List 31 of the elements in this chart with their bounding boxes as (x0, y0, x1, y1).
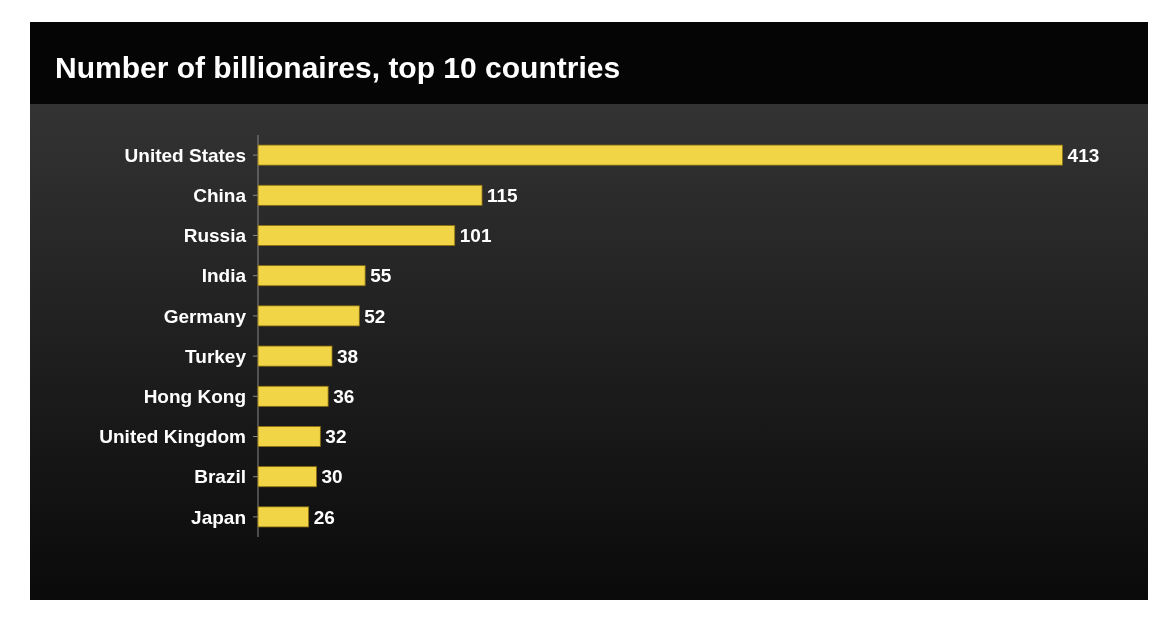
bar (257, 265, 366, 287)
data-label: 115 (487, 184, 519, 206)
bar (257, 144, 1063, 166)
y-tick-label: Germany (163, 305, 247, 327)
data-label: 52 (364, 305, 386, 327)
y-tick-label: India (201, 265, 247, 287)
data-label: 38 (337, 345, 359, 367)
data-label: 32 (325, 426, 347, 448)
data-label: 36 (333, 385, 355, 407)
y-tick-label: Turkey (185, 345, 247, 367)
bar (257, 305, 360, 327)
data-label: 413 (1067, 144, 1100, 166)
y-tick-label: Russia (183, 225, 247, 247)
y-tick-label: Japan (191, 506, 246, 528)
bar (257, 345, 333, 367)
y-tick-label: Hong Kong (143, 385, 246, 407)
bar (257, 184, 483, 206)
y-tick-label: United Kingdom (99, 426, 246, 448)
bar (257, 225, 456, 246)
y-tick-label: United States (124, 144, 246, 166)
chart-title: Number of billionaires, top 10 countries (55, 51, 621, 84)
y-tick-label: Brazil (194, 466, 246, 488)
data-label: 26 (313, 506, 335, 528)
data-label: 101 (459, 225, 492, 247)
y-tick-label: China (193, 184, 247, 206)
bar (257, 385, 329, 407)
data-label: 30 (321, 466, 343, 488)
data-label: 55 (370, 265, 392, 287)
bar (257, 506, 310, 528)
bar (257, 466, 317, 488)
bar (257, 426, 321, 447)
